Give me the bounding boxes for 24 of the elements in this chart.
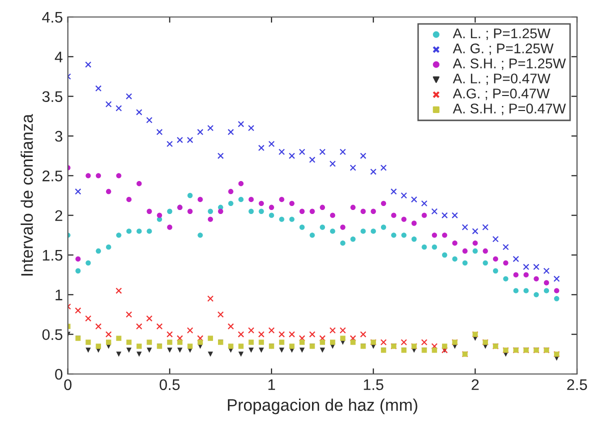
legend-label: A.G. ; P=0.47W <box>452 88 550 100</box>
x-tick-label: 2 <box>472 379 479 390</box>
legend-label: A. S.H. ; P=0.47W <box>452 104 566 116</box>
y-tick-label: 3.5 <box>42 91 62 102</box>
x-tick-label: 0.5 <box>160 379 180 390</box>
y-tick-label: 0 <box>55 368 62 380</box>
legend-label: A. S.H. ; P=1.25W <box>452 58 566 70</box>
x-tick-label: 2.5 <box>567 379 587 390</box>
y-tick-label: 0.5 <box>42 329 62 340</box>
legend-label: A. L. ; P=1.25W <box>452 28 550 40</box>
y-tick-label: 3 <box>55 130 62 142</box>
y-tick-label: 1.5 <box>42 250 62 261</box>
legend-label: A. G. ; P=1.25W <box>452 44 554 55</box>
y-tick-label: 4 <box>54 52 63 62</box>
legend-label: A. L. ; P=0.47W <box>452 74 550 86</box>
x-tick-label: 0 <box>64 379 72 390</box>
x-tick-label: 1 <box>268 379 276 390</box>
y-tick-label: 1 <box>56 290 62 300</box>
y-tick-label: 2 <box>55 210 62 221</box>
y-axis-title: Intervalo de confianza <box>20 114 33 276</box>
y-tick-label: 4.5 <box>42 12 62 23</box>
x-axis-title: Propagacion de haz (mm) <box>228 398 418 414</box>
x-tick-label: 1.5 <box>364 379 384 390</box>
y-tick-label: 2.5 <box>42 170 62 182</box>
